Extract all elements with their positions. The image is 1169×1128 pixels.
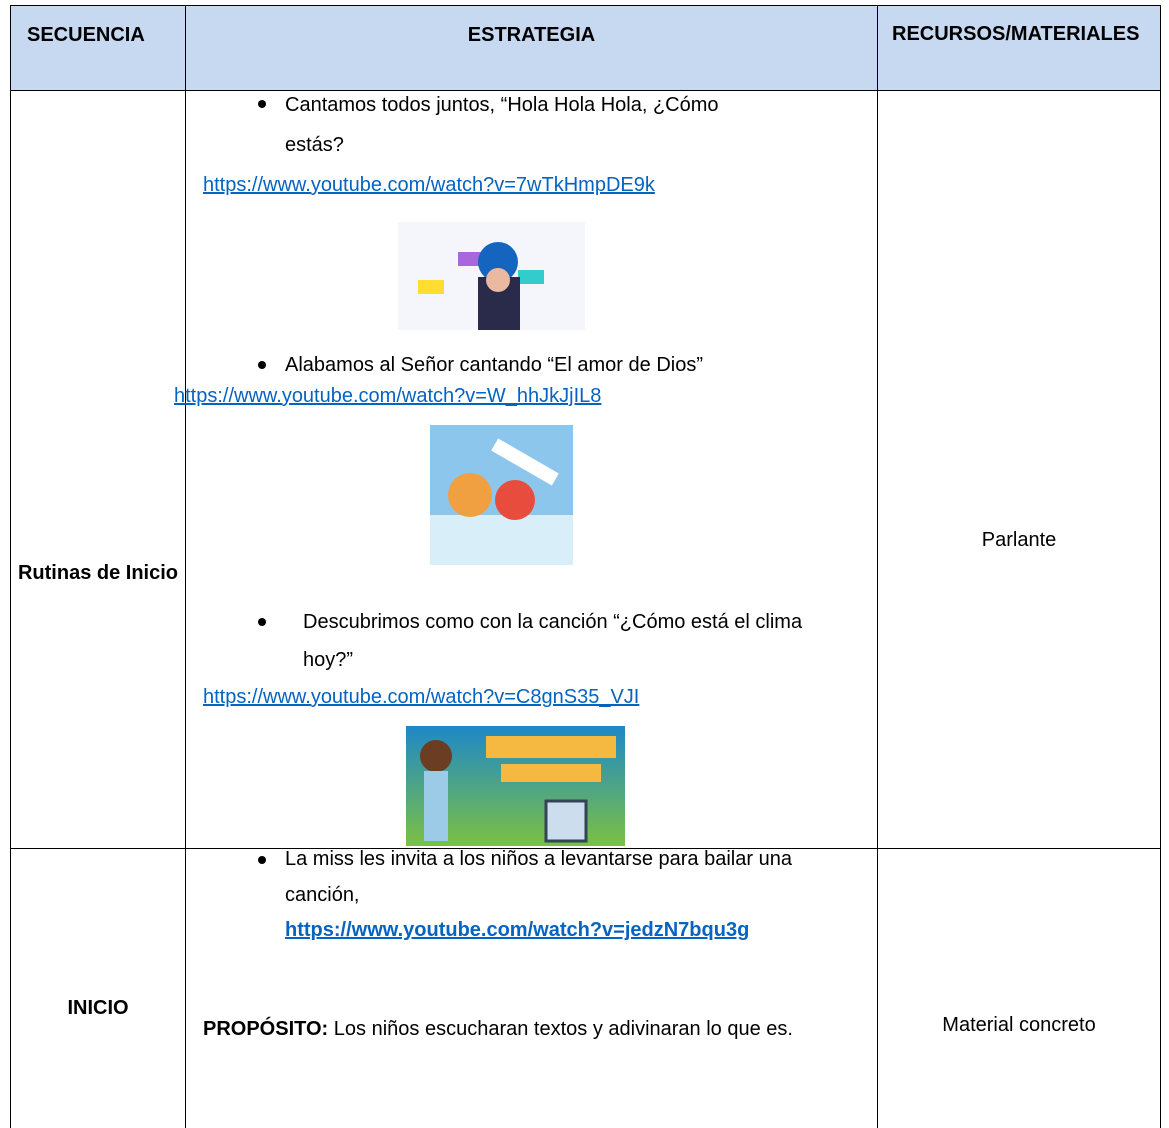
border [185, 5, 186, 1128]
border [877, 5, 878, 1128]
border [10, 5, 1161, 6]
resources-cell: Parlante [981, 529, 1057, 551]
link[interactable]: https://www.youtube.com/watch?v=C8gnS35_… [203, 686, 640, 708]
sequence-cell: Rutinas de Inicio [17, 562, 179, 584]
bullet [258, 618, 266, 626]
header-bg [10, 5, 1161, 90]
image [398, 222, 585, 330]
strategy-text: Cantamos todos juntos, “Hola Hola Hola, … [285, 94, 719, 156]
header-cell: SECUENCIA [27, 24, 145, 46]
strategy-text: Descubrimos como con la canción “¿Cómo e… [303, 611, 803, 671]
bullet [258, 856, 266, 864]
border [10, 5, 11, 1128]
bullet [258, 361, 266, 369]
link[interactable]: https://www.youtube.com/watch?v=7wTkHmpD… [203, 174, 655, 196]
bullet [258, 100, 266, 108]
purpose-text: Los niños escucharan textos y adivinaran… [333, 1018, 793, 1040]
purpose-label: PROPÓSITO: [203, 1018, 329, 1040]
strategy-text: Alabamos al Señor cantando “El amor de D… [285, 354, 703, 376]
image [406, 726, 625, 846]
resources-cell: Material concreto [942, 1014, 1096, 1036]
border [10, 848, 1161, 849]
link[interactable]: https://www.youtube.com/watch?v=W_hhJkJj… [174, 385, 602, 407]
sequence-cell: INICIO [67, 997, 129, 1019]
strategy-text: La miss les invita a los niños a levanta… [285, 848, 792, 906]
link[interactable]: https://www.youtube.com/watch?v=jedzN7bq… [285, 919, 750, 941]
purpose: PROPÓSITO: Los niños escucharan textos y… [203, 1011, 853, 1047]
header-cell: RECURSOS/MATERIALES [892, 23, 1140, 45]
border [1160, 5, 1161, 1128]
border [10, 90, 1161, 91]
image [430, 425, 573, 565]
header-cell: ESTRATEGIA [467, 24, 596, 46]
